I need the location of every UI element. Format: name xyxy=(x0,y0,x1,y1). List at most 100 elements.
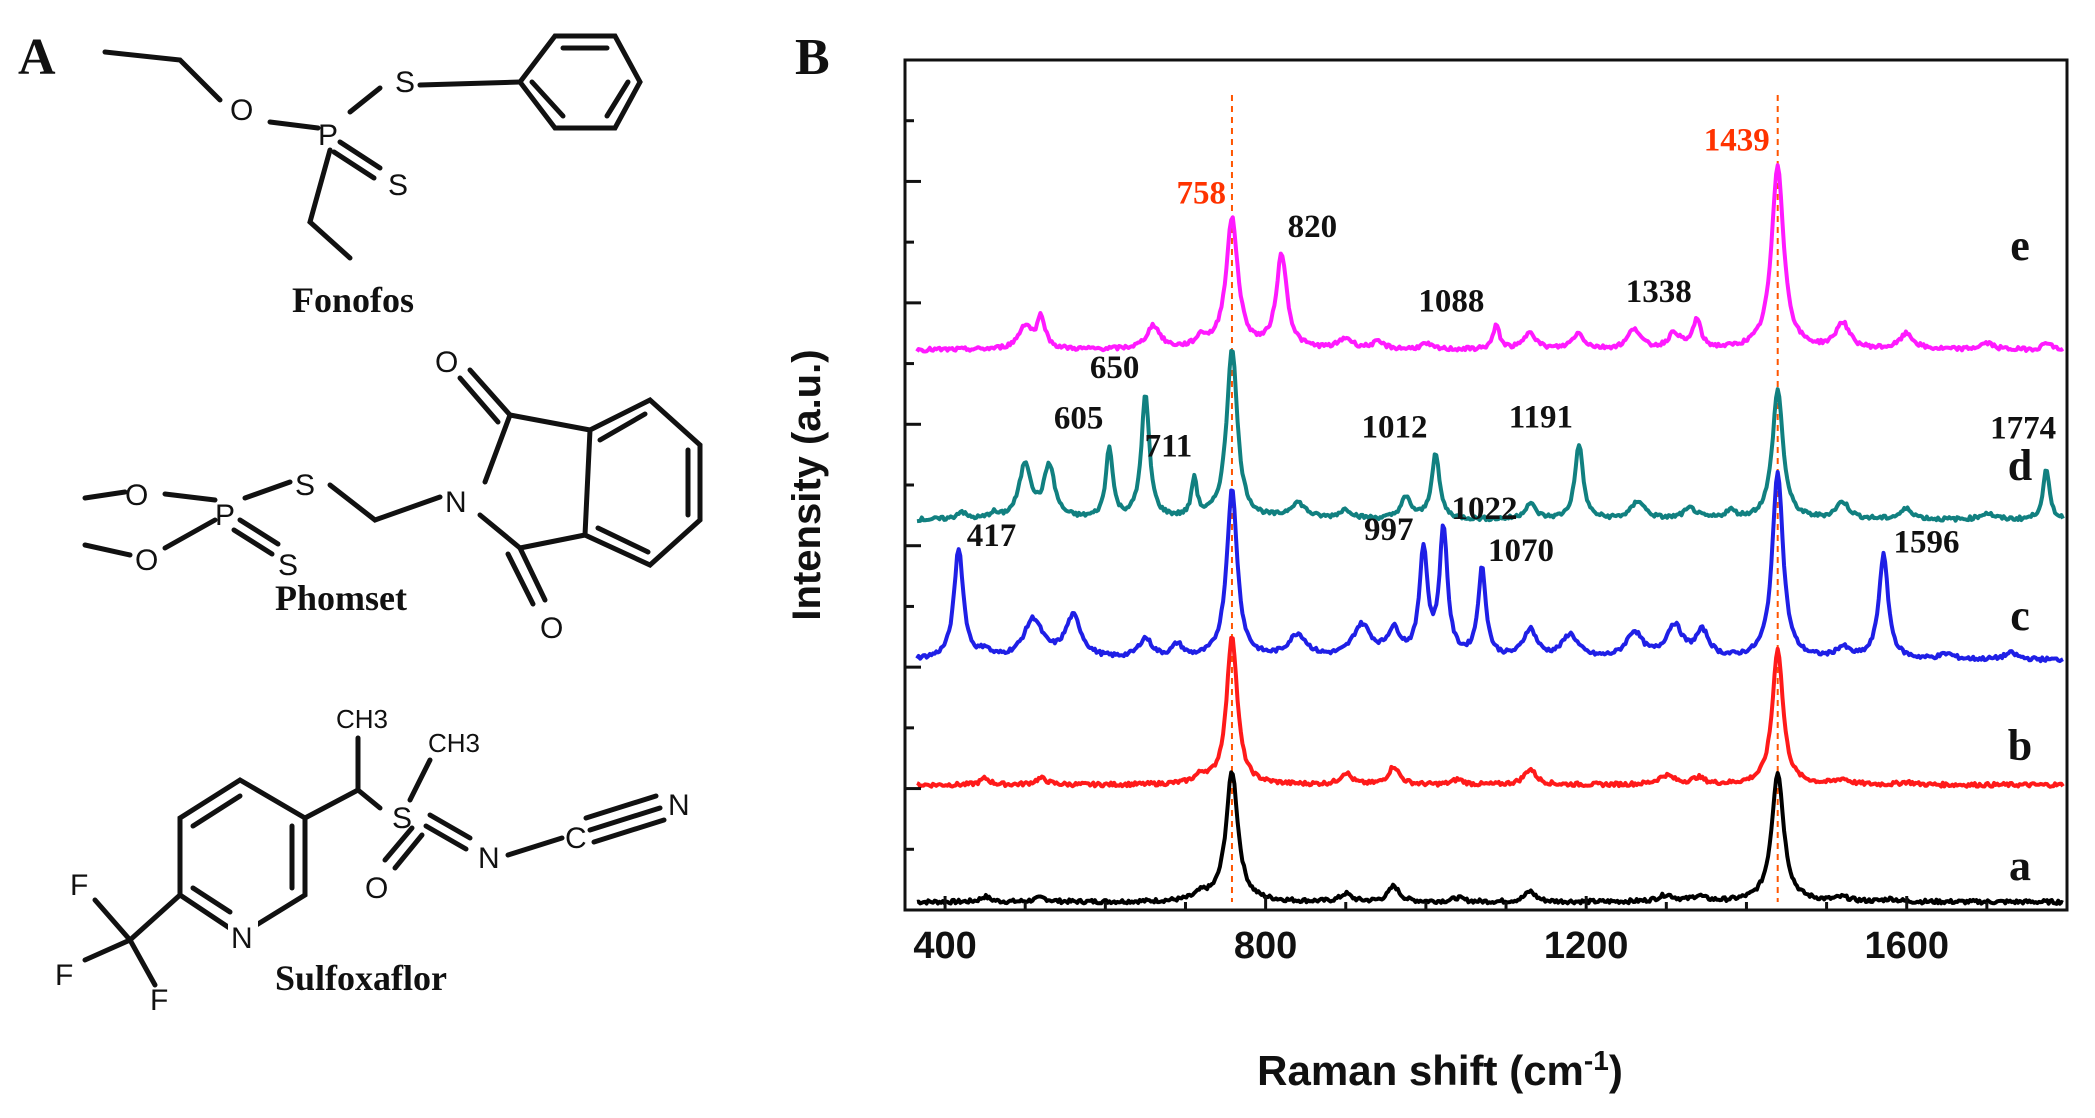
peak-label-711: 711 xyxy=(1145,428,1193,464)
phomset-atom-p: P xyxy=(215,499,235,532)
phomset-atom-o: O xyxy=(540,612,563,645)
panel-b-label: B xyxy=(795,29,830,86)
peak-label-1012: 1012 xyxy=(1362,409,1428,445)
fonofos-bond xyxy=(347,85,383,115)
sulfoxaflor-bond xyxy=(82,937,133,963)
phomset-bond xyxy=(507,412,593,433)
phomset-bond xyxy=(457,375,501,425)
peak-label-1774: 1774 xyxy=(1990,410,2056,446)
phomset-bond xyxy=(242,479,293,501)
peak-label-1596: 1596 xyxy=(1893,525,1959,561)
peak-label-1338: 1338 xyxy=(1626,274,1692,310)
spectrum-line-a xyxy=(916,770,2064,906)
spectrum-line-b xyxy=(916,635,2065,789)
panel-a-label: A xyxy=(18,29,56,86)
sulfoxaflor-atom-s: S xyxy=(392,802,412,835)
sulfoxaflor-bond xyxy=(427,812,473,841)
peak-label-1439: 1439 xyxy=(1704,123,1770,159)
sulfoxaflor-atom-f: F xyxy=(55,959,73,992)
phomset-bond xyxy=(231,527,275,557)
x-tick-label-400: 400 xyxy=(913,925,976,967)
sulfoxaflor-bond xyxy=(583,793,659,821)
sulfoxaflor-atom-c: C xyxy=(565,822,587,855)
peak-label-417: 417 xyxy=(967,518,1017,554)
phomset-atom-o: O xyxy=(435,346,458,379)
sulfoxaflor-bond xyxy=(423,823,469,852)
series-name-a: a xyxy=(2009,841,2031,890)
fonofos-bond xyxy=(529,79,566,119)
phomset-bond xyxy=(477,512,523,551)
phomset-atom-s: S xyxy=(278,549,298,582)
sulfoxaflor-bond xyxy=(127,892,183,943)
sulfoxaflor-bond xyxy=(505,835,565,858)
sulfoxaflor-bond xyxy=(355,787,383,811)
phomset-bond xyxy=(595,525,651,555)
sulfoxaflor-atom-n: N xyxy=(231,922,253,955)
y-axis-label: Intensity (a.u.) xyxy=(785,349,829,620)
sulfoxaflor-bond xyxy=(392,832,425,871)
peak-label-605: 605 xyxy=(1054,401,1104,437)
phomset-bond xyxy=(82,489,128,501)
molecule-name-phomset: Phomset xyxy=(275,578,407,618)
x-tick-label-1200: 1200 xyxy=(1544,925,1629,967)
sulfoxaflor-bond xyxy=(382,825,415,863)
x-tick-label-800: 800 xyxy=(1234,925,1297,967)
phomset-benzene xyxy=(582,397,703,568)
phomset-bond xyxy=(467,367,513,418)
phomset-bond xyxy=(82,542,133,558)
x-axis-label: Raman shift (cm-1) xyxy=(1257,1045,1623,1095)
phomset-bond xyxy=(517,532,588,551)
fonofos-atom-s: S xyxy=(388,169,408,202)
peak-label-1022: 1022 xyxy=(1452,491,1518,527)
peak-label-1070: 1070 xyxy=(1488,533,1554,569)
spectrum-line-c xyxy=(915,470,2064,664)
sulfoxaflor-bond xyxy=(587,805,663,833)
sulfoxaflor-bond xyxy=(127,937,158,988)
molecule-name-fonofos: Fonofos xyxy=(292,280,414,320)
phomset-atom-o: O xyxy=(125,479,148,512)
peak-label-758: 758 xyxy=(1176,176,1226,212)
fonofos-atom-s: S xyxy=(395,66,415,99)
phomset-bond xyxy=(597,411,648,443)
fonofos-bond xyxy=(331,149,377,181)
series-name-c: c xyxy=(2010,591,2030,640)
sulfoxaflor-bond xyxy=(92,897,133,943)
sulfoxaflor-bond xyxy=(190,793,243,829)
fonofos-benzene xyxy=(516,33,643,131)
phomset-bond xyxy=(237,517,281,547)
fonofos-bond xyxy=(307,147,353,261)
peak-label-1088: 1088 xyxy=(1418,283,1484,319)
fonofos-bond xyxy=(267,119,321,131)
sulfoxaflor-atom-n: N xyxy=(668,789,690,822)
spectrum-line-e xyxy=(915,163,2065,354)
sulfoxaflor-atom-ch3: CH3 xyxy=(428,728,480,758)
phomset-bond xyxy=(517,545,548,603)
series-name-d: d xyxy=(2008,441,2032,490)
sulfoxaflor-bond xyxy=(591,817,667,845)
phomset-atom-o: O xyxy=(135,544,158,577)
x-axis-label-main: Raman shift (cm xyxy=(1257,1047,1584,1094)
fonofos-bond xyxy=(337,139,383,171)
molecule-name-sulfoxaflor: Sulfoxaflor xyxy=(275,958,447,998)
fonofos-bond xyxy=(604,79,631,119)
sulfoxaflor-bond xyxy=(407,757,433,803)
peak-label-997: 997 xyxy=(1364,512,1414,548)
molecule-structures: O P S S O O P S S N O O CH3 CH3 S O N C … xyxy=(55,33,703,1017)
series-name-b: b xyxy=(2008,721,2032,770)
phomset-bond xyxy=(162,517,218,551)
phomset-bond xyxy=(327,482,443,523)
x-axis-label-sup: -1 xyxy=(1584,1045,1609,1076)
sulfoxaflor-bond xyxy=(190,885,233,915)
phomset-atom-s: S xyxy=(295,469,315,502)
series-name-e: e xyxy=(2010,221,2030,270)
fonofos-bond xyxy=(102,49,223,103)
peak-label-1191: 1191 xyxy=(1509,400,1573,436)
spectrum-line-d xyxy=(916,349,2065,524)
sulfoxaflor-atom-f: F xyxy=(150,984,168,1017)
phomset-atom-n: N xyxy=(445,486,467,519)
phomset-bond xyxy=(482,412,513,485)
x-tick-label-1600: 1600 xyxy=(1864,925,1949,967)
fonofos-atom-o: O xyxy=(230,94,253,127)
sulfoxaflor-atom-o: O xyxy=(365,872,388,905)
phomset-bond xyxy=(162,491,218,503)
